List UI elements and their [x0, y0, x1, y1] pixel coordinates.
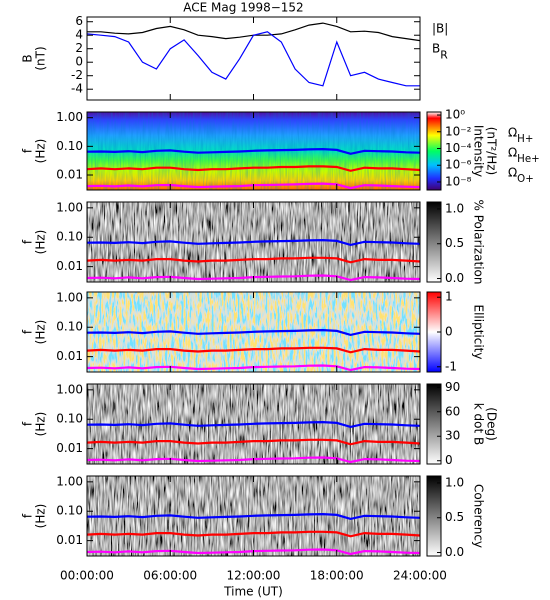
colorbar-tick-label: 10⁻⁴: [445, 141, 472, 155]
y-axis-label: B: [21, 54, 35, 62]
y-tick-label: 0.10: [56, 320, 83, 334]
y-tick-label: 6: [75, 14, 83, 28]
x-tick-label: 12:00:00: [227, 569, 281, 583]
colorbar: [426, 475, 442, 557]
y-axis-label: f: [21, 239, 35, 244]
colorbar-tick-label: -1: [445, 359, 457, 373]
colorbar-tick-label: 30: [445, 429, 460, 443]
series-line: [86, 530, 421, 538]
series-line: [86, 31, 420, 87]
y-tick-label: 0: [75, 55, 83, 69]
x-tick-label: 06:00:00: [143, 569, 197, 583]
series-line: [86, 256, 421, 264]
y-tick-label: 0.01: [56, 349, 83, 363]
colorbar-tick-label: 1.0: [445, 201, 464, 215]
y-tick-label: 0.10: [56, 230, 83, 244]
y-tick-label: -2: [71, 68, 83, 82]
colorbar-tick-label: 0.0: [445, 545, 464, 559]
y-tick-label: 0.01: [56, 168, 83, 182]
colorbar: [426, 201, 442, 283]
y-tick-label: 0.10: [56, 139, 83, 153]
series-line: [87, 22, 421, 42]
colorbar-label: % Polarization: [472, 200, 486, 285]
y-axis-label: (nT): [34, 46, 48, 70]
x-tick-label: 18:00:00: [310, 569, 364, 583]
legend-label: BR: [432, 42, 448, 62]
y-tick-label: 2: [75, 41, 83, 55]
colorbar-tick-label: 90: [445, 380, 460, 394]
y-tick-label: 1.00: [56, 110, 83, 124]
legend-label: ΩO+: [508, 166, 534, 185]
y-tick-label: 0.01: [56, 441, 83, 455]
colorbar-tick-label: 60: [445, 404, 460, 418]
y-axis-label: f: [21, 513, 35, 518]
x-axis-label: Time (UT): [223, 585, 283, 599]
colorbar-tick-label: 0.0: [445, 271, 464, 285]
colorbar-tick-label: 10⁻⁶: [445, 158, 472, 172]
colorbar-tick-label: 1: [445, 290, 453, 304]
y-axis-label: (Hz): [34, 412, 48, 437]
colorbar-label: Ellipticity: [472, 305, 486, 360]
series-line: [86, 165, 421, 172]
plot-frame: [86, 16, 421, 101]
colorbar-tick-label: 0: [445, 325, 453, 339]
colorbar-tick-label: 0.5: [445, 236, 464, 250]
colorbar-tick-label: 1.0: [445, 475, 464, 489]
series-line: [86, 420, 421, 429]
series-line: [86, 346, 421, 354]
x-tick-label: 24:00:00: [393, 569, 447, 583]
y-tick-label: 4: [75, 28, 83, 42]
y-axis-label: (Hz): [34, 230, 48, 255]
y-axis-label: (Hz): [34, 504, 48, 529]
colorbar-label: k dot B: [472, 403, 486, 445]
colorbar-label: (nT²/Hz): [485, 127, 499, 175]
colorbar-tick-label: 10⁻²: [445, 124, 472, 138]
y-axis-label: f: [21, 148, 35, 153]
colorbar-label: Intensity: [472, 125, 486, 177]
y-tick-label: 1.00: [56, 200, 83, 214]
series-line: [86, 328, 421, 337]
legend-label: |B|: [432, 22, 448, 36]
series-line: [86, 147, 421, 155]
colorbar-label: (Deg): [485, 407, 499, 441]
y-tick-label: 1.00: [56, 290, 83, 304]
y-tick-label: 0.01: [56, 533, 83, 547]
y-tick-label: -4: [71, 82, 83, 96]
colorbar-tick-label: 0: [445, 453, 453, 467]
y-axis-label: (Hz): [34, 139, 48, 164]
series-line: [86, 438, 421, 446]
series-line: [86, 512, 421, 521]
y-tick-label: 1.00: [56, 474, 83, 488]
colorbar-tick-label: 10⁻⁸: [445, 174, 472, 188]
legend-label: ΩH+: [508, 126, 533, 145]
colorbar: [426, 111, 442, 191]
legend-label: ΩHe+: [508, 146, 540, 165]
series-line: [86, 238, 421, 247]
y-tick-label: 0.10: [56, 504, 83, 518]
y-tick-label: 1.00: [56, 382, 83, 396]
colorbar: [426, 383, 442, 465]
chart-title: ACE Mag 1998−152: [183, 1, 303, 15]
y-axis-label: f: [21, 421, 35, 426]
y-axis-label: f: [21, 329, 35, 334]
colorbar-tick-label: 0.5: [445, 510, 464, 524]
colorbar-tick-label: 10⁰: [445, 108, 465, 122]
y-tick-label: 0.10: [56, 412, 83, 426]
colorbar-label: Coherency: [472, 484, 486, 548]
y-axis-label: (Hz): [34, 320, 48, 345]
y-tick-label: 0.01: [56, 259, 83, 273]
x-tick-label: 00:00:00: [60, 569, 114, 583]
